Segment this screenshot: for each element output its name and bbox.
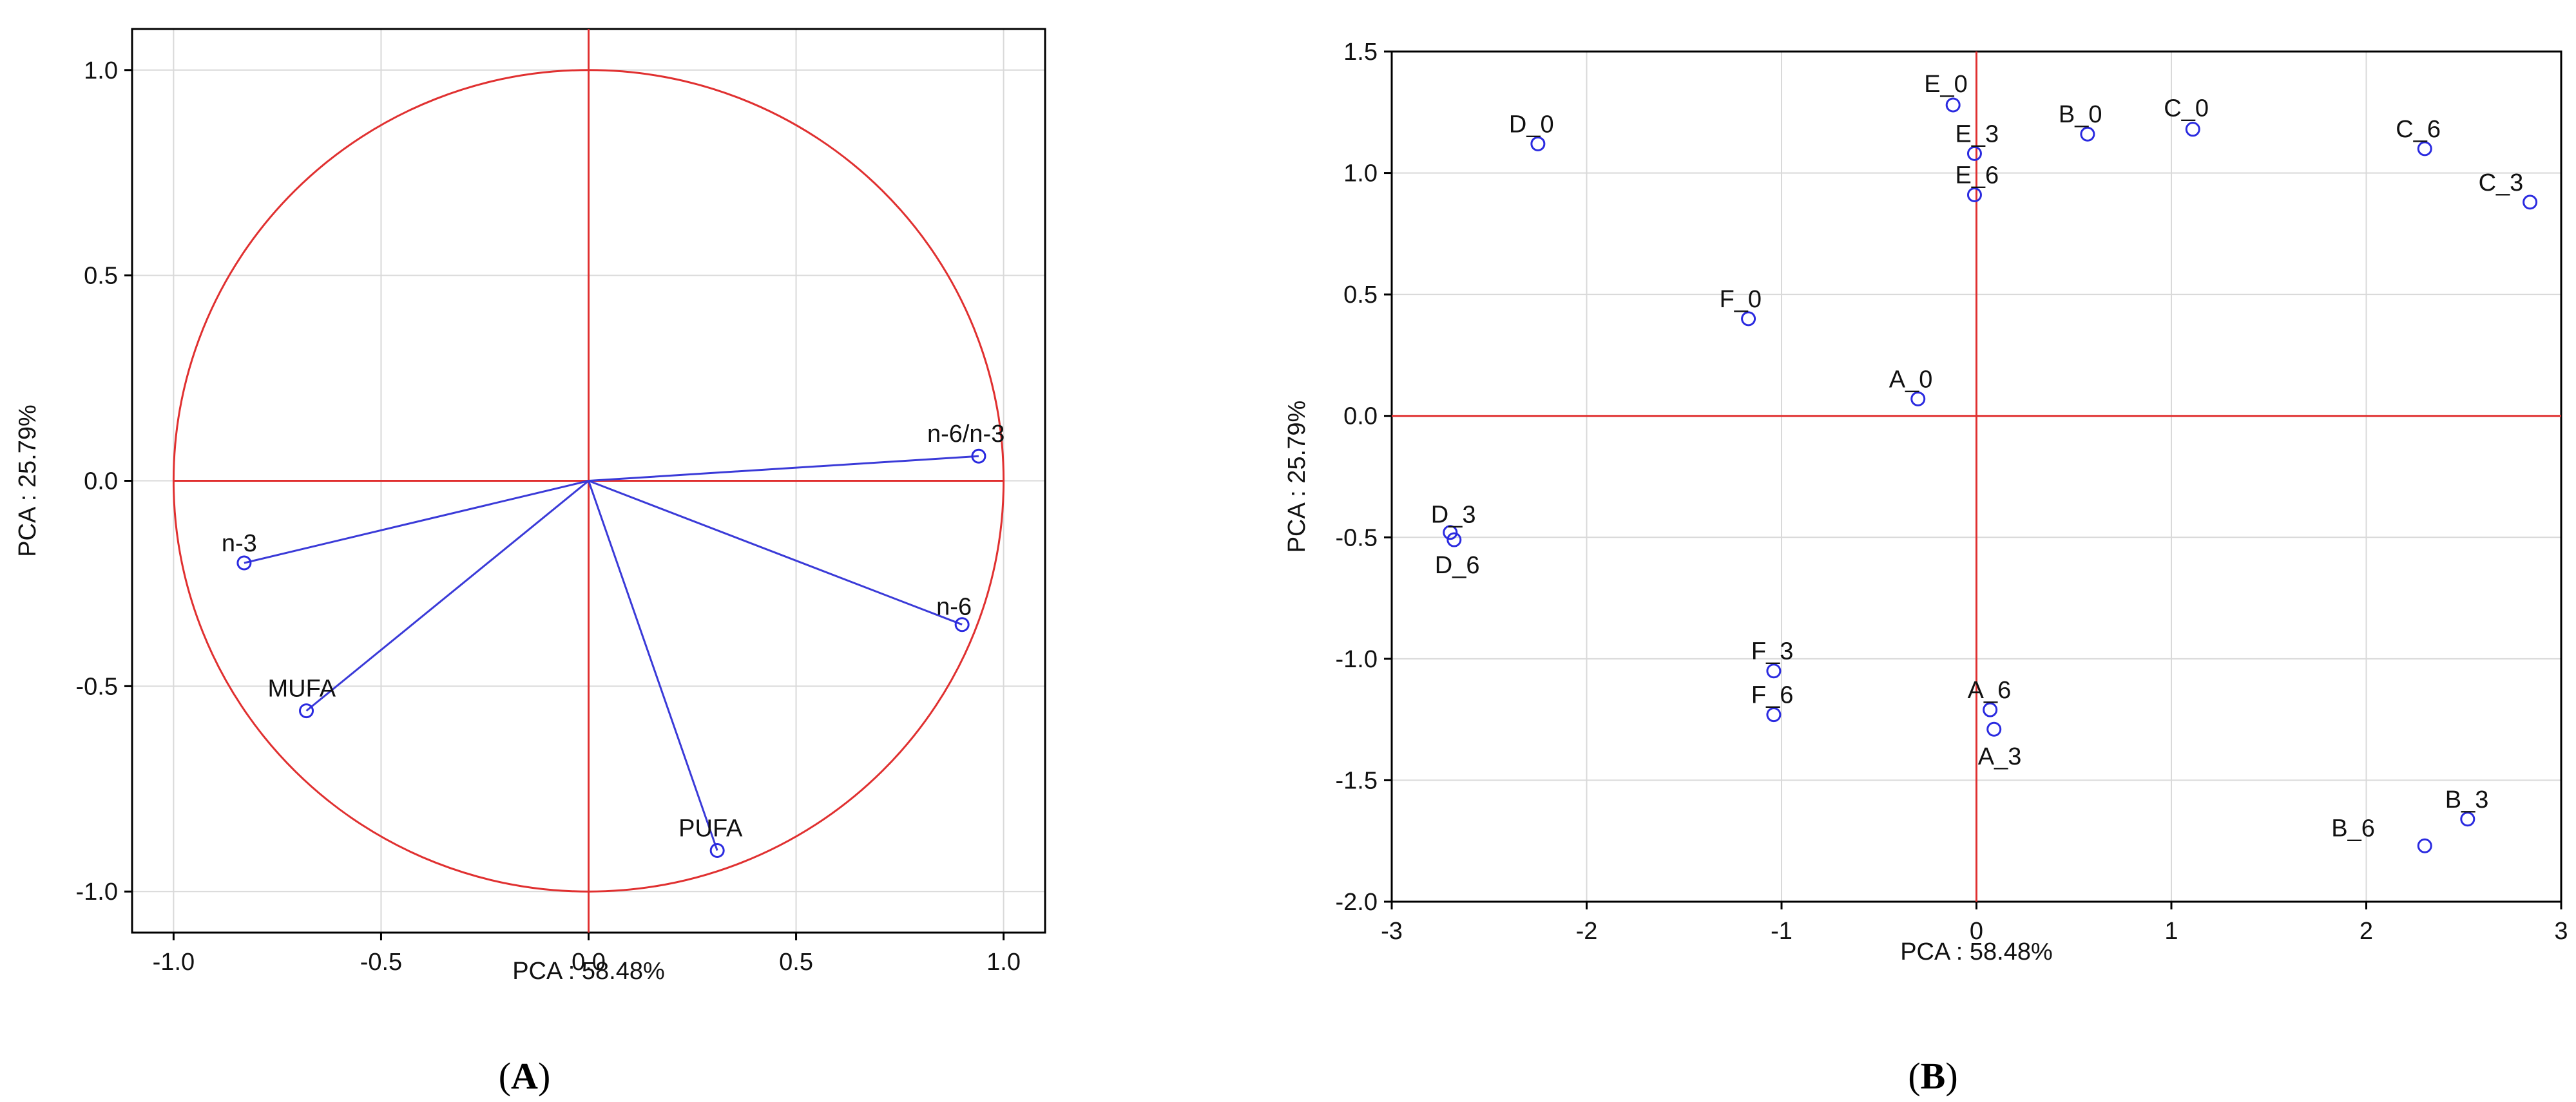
- loading-vector: [588, 455, 979, 482]
- x-tick-label: -3: [1381, 918, 1403, 945]
- data-point: [1910, 391, 1926, 406]
- point-label: D_3: [1431, 502, 1476, 529]
- y-tick-label: 1.0: [84, 57, 118, 84]
- data-point: [1447, 532, 1462, 547]
- panel-label-paren: ): [1945, 1055, 1957, 1097]
- y-tick-label: 1.5: [1343, 39, 1378, 66]
- point-label: F_3: [1751, 638, 1793, 665]
- data-point: [2460, 812, 2475, 827]
- y-tick-label: 0.0: [84, 468, 118, 495]
- y-tick-label: -1.0: [76, 879, 118, 906]
- data-point: [2417, 141, 2432, 157]
- point-label: B_3: [2445, 786, 2489, 813]
- x-tick-label: -2: [1576, 918, 1598, 945]
- data-point: [1983, 702, 1998, 717]
- y-tick-label: 0.0: [1343, 403, 1378, 430]
- panel-label-paren: (: [499, 1055, 511, 1097]
- data-point: [2080, 126, 2095, 142]
- x-tick-label: 1: [2164, 918, 2178, 945]
- data-point: [1766, 663, 1782, 679]
- point-label: E_0: [1924, 71, 1968, 98]
- point-label: F_6: [1751, 682, 1793, 709]
- point-label: n-6/n-3: [927, 421, 1004, 448]
- y-axis-title: PCA : 25.79%: [1283, 401, 1311, 553]
- point-label: D_6: [1435, 552, 1480, 579]
- pca-loadings-chart: -1.0 -0.5 0.0 0.5 1.0 -1.0 -0.5 0.0 0.5 1.0 n-6/n-…: [14, 28, 1046, 1097]
- x-tick-label: 0.5: [779, 949, 813, 976]
- x-tick-label: -1: [1771, 918, 1793, 945]
- panel-label: (B): [1908, 1055, 1957, 1097]
- x-tick-label: -0.5: [360, 949, 402, 976]
- y-tick-label: -1.0: [1336, 646, 1378, 673]
- point-label: E_3: [1955, 120, 1999, 147]
- panel-label-letter: A: [511, 1055, 538, 1097]
- loading-vector: [305, 480, 590, 712]
- point-label: E_6: [1955, 162, 1999, 189]
- data-point: [1741, 311, 1756, 327]
- point-label: A_6: [1968, 677, 2012, 704]
- data-point: [1766, 707, 1782, 723]
- data-point: [954, 617, 970, 632]
- point-label: B_6: [2331, 815, 2375, 842]
- y-tick-label: -0.5: [1336, 524, 1378, 551]
- y-tick-label: 0.5: [1343, 281, 1378, 309]
- panel-label-paren: ): [538, 1055, 550, 1097]
- x-axis-title: PCA : 58.48%: [1900, 938, 2053, 965]
- y-axis-title: PCA : 25.79%: [14, 404, 41, 557]
- data-point: [2523, 195, 2538, 210]
- point-label: n-6: [936, 594, 972, 621]
- x-tick-label: 0.0: [572, 949, 606, 976]
- data-point: [1945, 97, 1961, 113]
- y-tick-label: 0.5: [84, 263, 118, 290]
- data-point: [2185, 122, 2200, 137]
- data-point: [1966, 146, 1982, 161]
- data-point: [971, 448, 986, 464]
- data-point: [236, 555, 252, 571]
- x-tick-label: 0: [1970, 918, 1983, 945]
- pca-scores-chart: -3 -2 -1 0 1 2 3 -2.0 -1.5 -1.0 -0.5 0.0 0.5 1.0 1.5 D_…: [1283, 39, 2568, 1097]
- correlation-circle: [172, 69, 1005, 893]
- y-tick-label: -2.0: [1336, 889, 1378, 916]
- data-point: [709, 842, 725, 858]
- panel-label-letter: B: [1921, 1055, 1946, 1097]
- y-tick-label: 1.0: [1343, 160, 1378, 187]
- data-point: [1443, 525, 1458, 540]
- data-point: [1530, 136, 1546, 151]
- y-tick-label: -1.5: [1336, 767, 1378, 794]
- point-label: MUFA: [268, 676, 336, 703]
- panel-label: (A): [499, 1055, 551, 1097]
- point-label: PUFA: [678, 815, 743, 842]
- x-tick-label: 3: [2554, 918, 2568, 945]
- x-tick-label: 1.0: [986, 949, 1021, 976]
- loading-vector: [244, 480, 589, 564]
- data-point: [1966, 187, 1982, 203]
- point-label: n-3: [222, 530, 257, 557]
- data-point: [1986, 721, 2002, 737]
- point-label: B_0: [2059, 101, 2102, 128]
- loading-vector: [588, 480, 718, 851]
- data-point: [299, 703, 314, 719]
- x-tick-label: -1.0: [153, 949, 195, 976]
- panel-label-paren: (: [1908, 1055, 1920, 1097]
- loading-vector: [588, 480, 963, 626]
- point-label: A_3: [1978, 743, 2022, 770]
- x-axis-title: PCA : 58.48%: [512, 958, 665, 985]
- point-label: C_3: [2479, 169, 2524, 196]
- point-label: C_0: [2164, 95, 2209, 122]
- point-label: F_0: [1720, 286, 1762, 313]
- point-label: C_6: [2396, 116, 2441, 143]
- data-point: [2417, 838, 2432, 853]
- y-tick-label: -0.5: [76, 673, 118, 700]
- x-tick-label: 2: [2360, 918, 2373, 945]
- point-label: A_0: [1889, 366, 1933, 393]
- point-label: D_0: [1509, 111, 1554, 138]
